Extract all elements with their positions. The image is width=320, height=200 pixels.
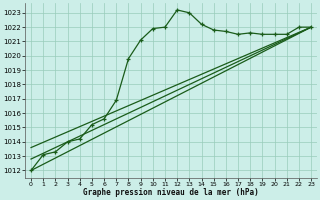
X-axis label: Graphe pression niveau de la mer (hPa): Graphe pression niveau de la mer (hPa): [83, 188, 259, 197]
